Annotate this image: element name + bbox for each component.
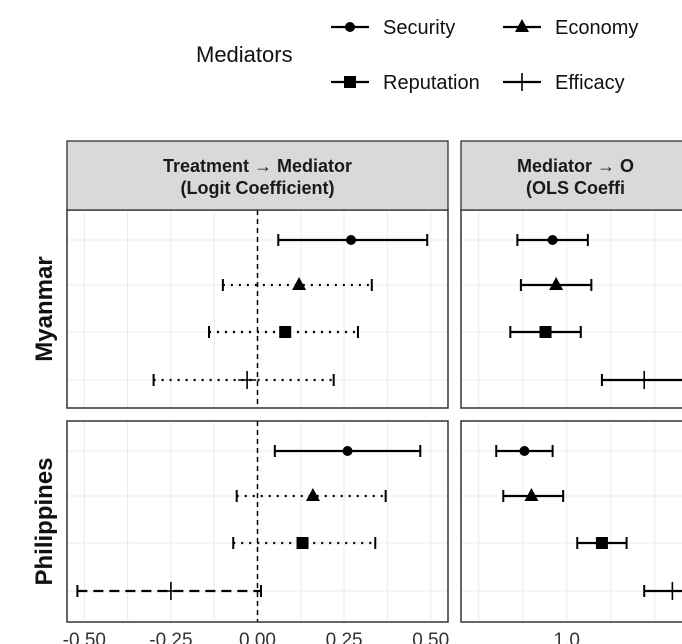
point-triangle bbox=[549, 277, 564, 290]
point-triangle bbox=[292, 277, 307, 290]
x-tick-label: 1.0 bbox=[553, 630, 579, 644]
point-circle bbox=[346, 235, 357, 245]
x-tick-label: -0.50 bbox=[63, 630, 106, 644]
point-circle bbox=[519, 446, 530, 456]
legend-item-economy: Economy bbox=[503, 17, 638, 39]
estimate-reputation bbox=[509, 326, 582, 338]
strip-label-line2: (Logit Coefficient) bbox=[181, 178, 335, 198]
strip-box bbox=[460, 140, 682, 211]
legend-key-square bbox=[344, 76, 356, 88]
point-square bbox=[595, 537, 608, 549]
estimate-efficacy bbox=[76, 582, 262, 600]
estimate-security bbox=[516, 234, 589, 246]
strip-label-line2: (OLS Coeffi bbox=[526, 178, 625, 198]
point-circle bbox=[342, 446, 353, 456]
strip-label-line1: Mediator → O bbox=[517, 156, 634, 176]
strip-box bbox=[66, 140, 449, 211]
estimate-economy bbox=[221, 277, 373, 291]
x-tick-label: 0.00 bbox=[239, 630, 276, 644]
legend-item-reputation: Reputation bbox=[331, 72, 480, 94]
point-square bbox=[279, 326, 292, 338]
estimate-reputation bbox=[232, 537, 377, 549]
estimate-economy bbox=[519, 277, 593, 291]
legend-key-circle bbox=[345, 22, 355, 32]
legend-item-security: Security bbox=[331, 17, 455, 39]
estimate-efficacy bbox=[643, 582, 682, 600]
estimate-security bbox=[495, 445, 554, 457]
panel-background bbox=[461, 210, 682, 408]
x-tick-label: 0.50 bbox=[412, 630, 449, 644]
estimate-security bbox=[277, 234, 429, 246]
estimate-reputation bbox=[208, 326, 359, 338]
panel-border bbox=[66, 420, 449, 623]
panel-philippines-col0 bbox=[66, 420, 449, 623]
legend-item-efficacy: Efficacy bbox=[503, 72, 625, 94]
panel-myanmar-col1 bbox=[460, 209, 682, 409]
estimate-security bbox=[273, 445, 422, 457]
strip-label-line1: Treatment → Mediator bbox=[163, 156, 352, 176]
panel-myanmar-col0 bbox=[66, 209, 449, 409]
strip-header-1: Mediator → O(OLS Coeffi bbox=[460, 140, 682, 211]
strip-header-0: Treatment → Mediator(Logit Coefficient) bbox=[66, 140, 449, 211]
panel-philippines-col1 bbox=[460, 420, 682, 623]
legend-title: Mediators bbox=[196, 42, 293, 67]
legend-key-triangle bbox=[515, 19, 529, 32]
legend: Mediators Security Economy Reputation Effic… bbox=[196, 17, 638, 94]
point-triangle bbox=[524, 488, 539, 501]
legend-label: Economy bbox=[555, 17, 638, 39]
estimate-efficacy bbox=[152, 371, 335, 389]
estimate-efficacy bbox=[600, 371, 682, 389]
estimate-economy bbox=[502, 488, 565, 502]
point-square bbox=[539, 326, 552, 338]
legend-label: Security bbox=[383, 17, 455, 39]
point-circle bbox=[547, 235, 558, 245]
x-tick-label: 0.25 bbox=[326, 630, 363, 644]
point-triangle bbox=[305, 488, 320, 501]
row-label-myanmar: Myanmar bbox=[31, 256, 58, 361]
estimate-reputation bbox=[576, 537, 628, 549]
legend-label: Efficacy bbox=[555, 72, 625, 94]
estimate-economy bbox=[235, 488, 387, 502]
x-tick-label: -0.25 bbox=[149, 630, 192, 644]
legend-label: Reputation bbox=[383, 72, 480, 94]
point-square bbox=[296, 537, 309, 549]
panel-border bbox=[460, 420, 682, 623]
row-label-philippines: Philippines bbox=[31, 457, 58, 585]
